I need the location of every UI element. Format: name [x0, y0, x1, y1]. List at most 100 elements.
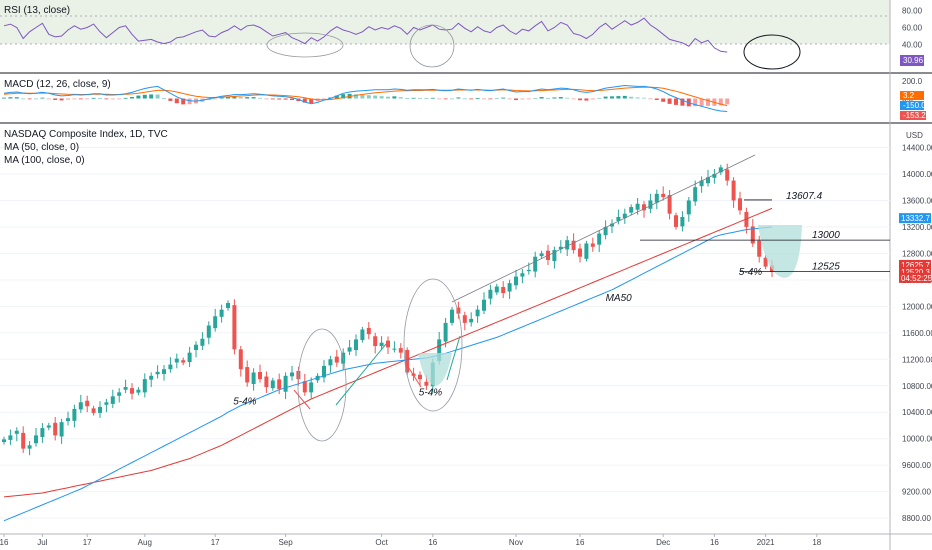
candle-body[interactable] — [674, 215, 678, 227]
candle-body[interactable] — [418, 374, 422, 380]
candle-body[interactable] — [738, 198, 742, 211]
candle-body[interactable] — [514, 276, 518, 286]
candle-body[interactable] — [78, 402, 83, 410]
candle-body[interactable] — [360, 329, 365, 340]
candle-body[interactable] — [27, 445, 32, 449]
candle-body[interactable] — [72, 408, 77, 421]
target-zone[interactable] — [758, 225, 802, 278]
candle-body[interactable] — [469, 318, 474, 323]
candle-body[interactable] — [699, 180, 704, 187]
candle-body[interactable] — [219, 309, 224, 317]
candle-body[interactable] — [616, 216, 621, 221]
candle-body[interactable] — [149, 375, 154, 380]
candle-body[interactable] — [373, 336, 378, 347]
candle-body[interactable] — [686, 200, 691, 215]
candle-body[interactable] — [162, 369, 166, 374]
candle-body[interactable] — [322, 365, 326, 378]
candle-body[interactable] — [622, 213, 627, 219]
candle-body[interactable] — [565, 240, 570, 250]
dip-zone-oct[interactable] — [418, 353, 452, 386]
candle-body[interactable] — [462, 315, 467, 323]
candle-body[interactable] — [309, 382, 314, 393]
candle-body[interactable] — [558, 246, 563, 250]
candle-body[interactable] — [450, 309, 454, 323]
candle-body[interactable] — [750, 226, 755, 244]
candle-body[interactable] — [347, 347, 352, 352]
candle-body[interactable] — [578, 248, 582, 257]
candle-body[interactable] — [507, 283, 512, 292]
candle-body[interactable] — [693, 187, 698, 202]
candle-body[interactable] — [629, 207, 634, 213]
candle-body[interactable] — [386, 340, 390, 348]
rsi-line[interactable] — [3, 17, 728, 53]
candle-body[interactable] — [398, 348, 403, 353]
candle-body[interactable] — [520, 273, 525, 277]
candle-body[interactable] — [168, 364, 173, 370]
channel-upper-line[interactable] — [451, 154, 756, 303]
candle-body[interactable] — [98, 406, 102, 413]
candle-body[interactable] — [85, 400, 90, 407]
candle-body[interactable] — [34, 435, 38, 444]
candle-body[interactable] — [482, 299, 486, 311]
candle-body[interactable] — [610, 223, 614, 227]
candle-body[interactable] — [232, 305, 237, 350]
candle-body[interactable] — [584, 243, 589, 259]
candle-body[interactable] — [123, 387, 128, 390]
candle-body[interactable] — [142, 379, 147, 393]
candle-body[interactable] — [66, 418, 70, 422]
candle-body[interactable] — [488, 289, 493, 299]
candle-body[interactable] — [59, 422, 64, 437]
candle-body[interactable] — [731, 180, 736, 201]
candle-body[interactable] — [494, 286, 499, 293]
price-pane[interactable]: 14400.00 14000.00 13600.00 13200.00 12800.00… — [0, 129, 932, 547]
candle-body[interactable] — [110, 396, 115, 404]
candle-body[interactable] — [597, 233, 602, 245]
candle-body[interactable] — [245, 367, 250, 383]
candle-body[interactable] — [2, 439, 6, 443]
candle-body[interactable] — [456, 307, 461, 314]
candle-body[interactable] — [91, 408, 96, 413]
candle-body[interactable] — [571, 240, 576, 251]
candle-body[interactable] — [757, 240, 762, 257]
candle-body[interactable] — [366, 327, 371, 335]
ma100-line[interactable] — [3, 207, 773, 498]
macd-pane[interactable]: 200.00.0-200.0 MACD (12, 26, close, 9) 3… — [2, 77, 926, 121]
candle-body[interactable] — [475, 309, 480, 317]
candle-body[interactable] — [213, 316, 218, 329]
dip-ellipse-sep[interactable] — [297, 328, 347, 442]
candle-body[interactable] — [136, 389, 141, 393]
candle-body[interactable] — [258, 371, 262, 380]
candle-body[interactable] — [181, 360, 186, 363]
candle-body[interactable] — [53, 422, 58, 436]
candle-body[interactable] — [642, 204, 646, 211]
candle-body[interactable] — [238, 349, 243, 370]
candle-body[interactable] — [328, 359, 333, 366]
candle-body[interactable] — [501, 287, 506, 294]
candle-body[interactable] — [539, 253, 544, 257]
candle-body[interactable] — [706, 177, 710, 184]
candle-body[interactable] — [526, 269, 531, 272]
candle-body[interactable] — [251, 372, 256, 385]
ma50-line[interactable] — [3, 226, 773, 522]
candle-body[interactable] — [21, 432, 26, 449]
candle-body[interactable] — [187, 352, 192, 363]
candle-body[interactable] — [590, 243, 595, 247]
candle-body[interactable] — [117, 392, 122, 396]
candle-body[interactable] — [14, 430, 19, 434]
candle-body[interactable] — [290, 372, 294, 377]
candle-body[interactable] — [424, 381, 429, 386]
dip-ellipse-oct[interactable] — [403, 278, 463, 412]
candle-body[interactable] — [283, 375, 288, 392]
candle-body[interactable] — [379, 342, 384, 347]
candle-body[interactable] — [654, 193, 659, 203]
candle-body[interactable] — [277, 379, 282, 390]
candle-body[interactable] — [635, 203, 640, 210]
candle-body[interactable] — [206, 325, 211, 338]
candle-body[interactable] — [155, 371, 160, 375]
candle-body[interactable] — [40, 428, 45, 437]
candle-body[interactable] — [8, 435, 13, 440]
candle-body[interactable] — [405, 350, 410, 373]
candle-body[interactable] — [130, 388, 134, 394]
